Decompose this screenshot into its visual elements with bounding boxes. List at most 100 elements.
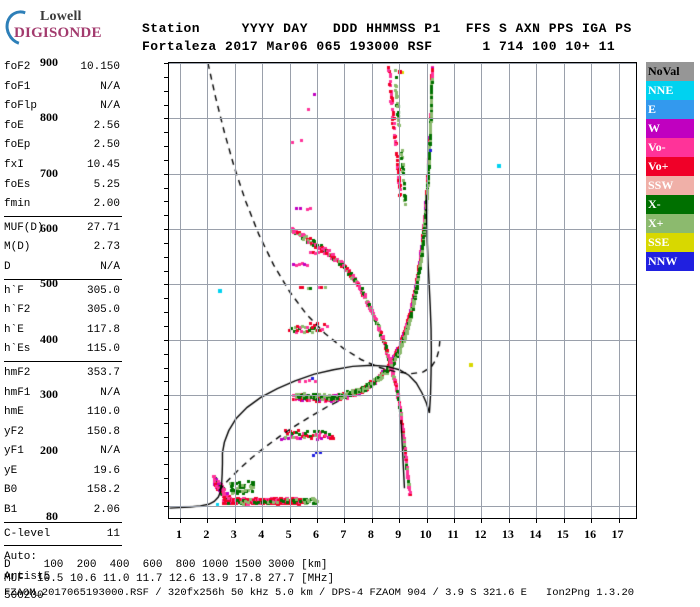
param-key: foEs bbox=[4, 178, 31, 191]
y-tick bbox=[164, 450, 169, 452]
footer-info: D 100 200 400 600 800 1000 1500 3000 [km… bbox=[4, 558, 634, 600]
x-tick bbox=[454, 518, 456, 523]
x-gridline bbox=[508, 63, 510, 518]
param-key: M(D) bbox=[4, 241, 31, 254]
param-value: 11 bbox=[106, 527, 120, 540]
param-key: C-level bbox=[4, 527, 51, 540]
legend-item[interactable]: Vo- bbox=[646, 138, 694, 157]
param-row: hmF2 353.7 bbox=[4, 364, 122, 384]
legend-item-label: NNE bbox=[648, 83, 674, 97]
x-gridline bbox=[399, 63, 401, 518]
legend-item[interactable]: NoVal bbox=[646, 62, 694, 81]
legend-item[interactable]: E bbox=[646, 100, 694, 119]
legend-item[interactable]: SSW bbox=[646, 176, 694, 195]
y-tick bbox=[164, 381, 169, 383]
y-tick bbox=[164, 76, 169, 78]
param-key: foF1 bbox=[4, 80, 31, 93]
y-axis-label: 400 bbox=[40, 331, 58, 346]
legend-item-label: NoVal bbox=[648, 64, 680, 78]
y-axis-label-bottom: 80 bbox=[46, 509, 58, 523]
legend-item[interactable]: Vo+ bbox=[646, 157, 694, 176]
legend-item-label: W bbox=[648, 121, 660, 135]
y-gridline bbox=[169, 229, 636, 231]
param-row: B0 158.2 bbox=[4, 481, 122, 501]
y-tick bbox=[164, 159, 169, 161]
param-key: fmin bbox=[4, 198, 31, 211]
x-axis-label: 7 bbox=[340, 527, 347, 541]
x-axis-label: 17 bbox=[611, 527, 624, 541]
param-row: B1 2.06 bbox=[4, 501, 122, 521]
y-axis-label: 600 bbox=[40, 221, 58, 236]
legend-item[interactable]: X- bbox=[646, 195, 694, 214]
param-key: h`F2 bbox=[4, 304, 31, 317]
y-gridline bbox=[169, 173, 636, 175]
param-row: foF1 N/A bbox=[4, 78, 122, 98]
param-row: yF2 150.8 bbox=[4, 423, 122, 443]
param-key: yF1 bbox=[4, 445, 24, 458]
x-gridline bbox=[536, 63, 538, 518]
x-tick bbox=[536, 518, 538, 523]
y-tick bbox=[164, 63, 169, 64]
param-key: fxI bbox=[4, 158, 24, 171]
legend-item-label: NNW bbox=[648, 254, 678, 268]
x-axis-label: 12 bbox=[474, 527, 487, 541]
x-axis-label: 15 bbox=[556, 527, 569, 541]
param-key: foE bbox=[4, 119, 24, 132]
x-tick bbox=[399, 518, 401, 523]
legend-item-label: E bbox=[648, 102, 657, 116]
y-axis-label: 200 bbox=[40, 442, 58, 457]
param-row: h`Es 115.0 bbox=[4, 340, 122, 360]
x-axis-label: 10 bbox=[419, 527, 432, 541]
x-gridline bbox=[591, 63, 593, 518]
param-value: 19.6 bbox=[93, 464, 120, 477]
y-axis-label: 500 bbox=[40, 276, 58, 291]
legend-item[interactable]: NNW bbox=[646, 252, 694, 271]
param-row: foEp 2.50 bbox=[4, 136, 122, 156]
x-tick bbox=[618, 518, 620, 523]
x-tick bbox=[262, 518, 264, 523]
param-value: 27.71 bbox=[86, 221, 120, 234]
y-tick bbox=[164, 298, 169, 300]
param-value: 158.2 bbox=[86, 484, 120, 497]
x-gridline bbox=[207, 63, 209, 518]
param-note: Auto: bbox=[4, 551, 38, 564]
x-tick bbox=[317, 518, 319, 523]
ionogram-profile-curves bbox=[169, 63, 635, 517]
param-key: foEp bbox=[4, 139, 31, 152]
param-note: 500200 bbox=[4, 590, 44, 603]
ionogram-plot-area[interactable] bbox=[164, 62, 637, 523]
legend-item-label: Vo+ bbox=[648, 159, 669, 173]
param-row: hmE 110.0 bbox=[4, 403, 122, 423]
param-row: yF1 N/A bbox=[4, 442, 122, 462]
y-axis-label: 800 bbox=[40, 110, 58, 125]
ionogram-parameter-table: foF2 10.150 foF1 N/A foFlp N/A foE 2.56 foEp 2.50… bbox=[4, 58, 122, 607]
legend-item[interactable]: SSE bbox=[646, 233, 694, 252]
y-gridline bbox=[169, 450, 636, 452]
y-tick bbox=[164, 422, 169, 424]
x-tick bbox=[563, 518, 565, 523]
param-row: D N/A bbox=[4, 258, 122, 278]
param-value: 305.0 bbox=[86, 304, 120, 317]
legend-item[interactable]: W bbox=[646, 119, 694, 138]
param-row: h`E 117.8 bbox=[4, 321, 122, 341]
legend-item[interactable]: X+ bbox=[646, 214, 694, 233]
param-value: 2.06 bbox=[93, 504, 120, 517]
y-gridline bbox=[169, 63, 636, 64]
x-axis-label: 3 bbox=[230, 527, 237, 541]
param-row: h`F2 305.0 bbox=[4, 301, 122, 321]
x-gridline bbox=[289, 63, 291, 518]
y-tick bbox=[164, 256, 169, 258]
x-gridline bbox=[344, 63, 346, 518]
footer-muf-row: MUF 10.5 10.6 11.0 11.7 12.6 13.9 17.8 2… bbox=[4, 573, 335, 585]
x-axis-label: 1 bbox=[175, 527, 182, 541]
legend-item[interactable]: NNE bbox=[646, 81, 694, 100]
param-value: N/A bbox=[100, 386, 120, 399]
y-tick bbox=[164, 436, 169, 438]
polarization-legend: NoVal NNE E W Vo- Vo+ SSW X- X+ SSE NNW bbox=[646, 62, 694, 271]
legend-item-label: Vo- bbox=[648, 140, 666, 154]
param-row: foF2 10.150 bbox=[4, 58, 122, 78]
y-tick bbox=[164, 409, 169, 411]
x-tick bbox=[508, 518, 510, 523]
x-gridline bbox=[618, 63, 620, 518]
